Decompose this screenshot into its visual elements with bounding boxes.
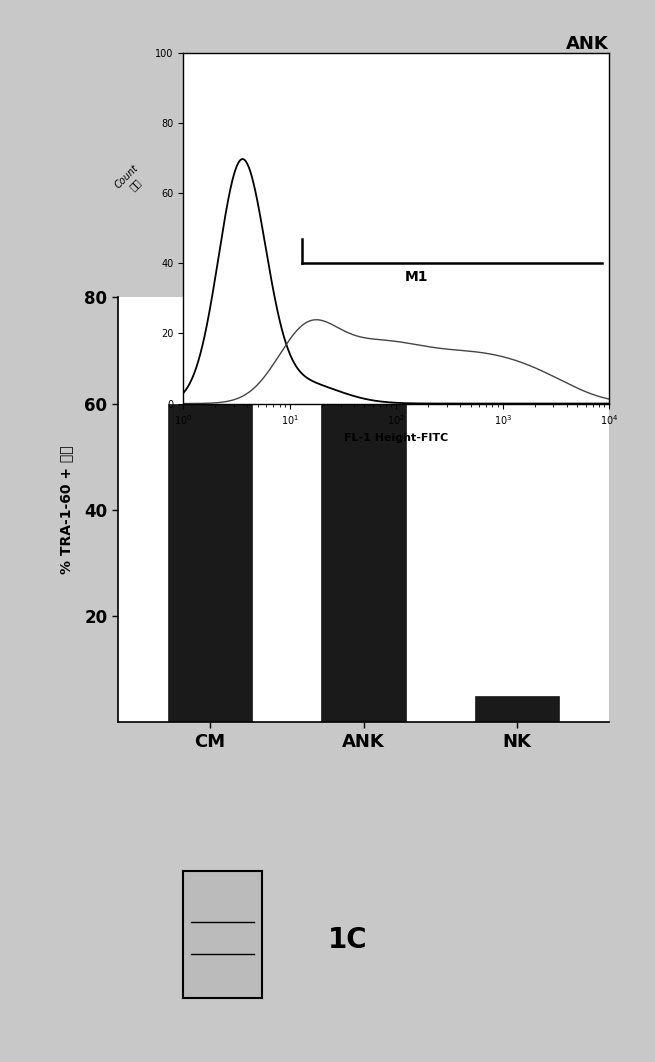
Text: M1: M1 bbox=[405, 270, 428, 284]
Bar bbox=[322, 340, 405, 722]
Y-axis label: % TRA-1-60 + 细胞: % TRA-1-60 + 细胞 bbox=[59, 445, 73, 575]
X-axis label: FL-1 Height-FITC: FL-1 Height-FITC bbox=[344, 432, 449, 443]
Text: Count
计数: Count 计数 bbox=[113, 162, 149, 199]
Bar bbox=[475, 696, 559, 722]
Bar bbox=[168, 404, 252, 722]
Text: 1C: 1C bbox=[328, 926, 367, 954]
Text: ANK: ANK bbox=[567, 35, 609, 53]
